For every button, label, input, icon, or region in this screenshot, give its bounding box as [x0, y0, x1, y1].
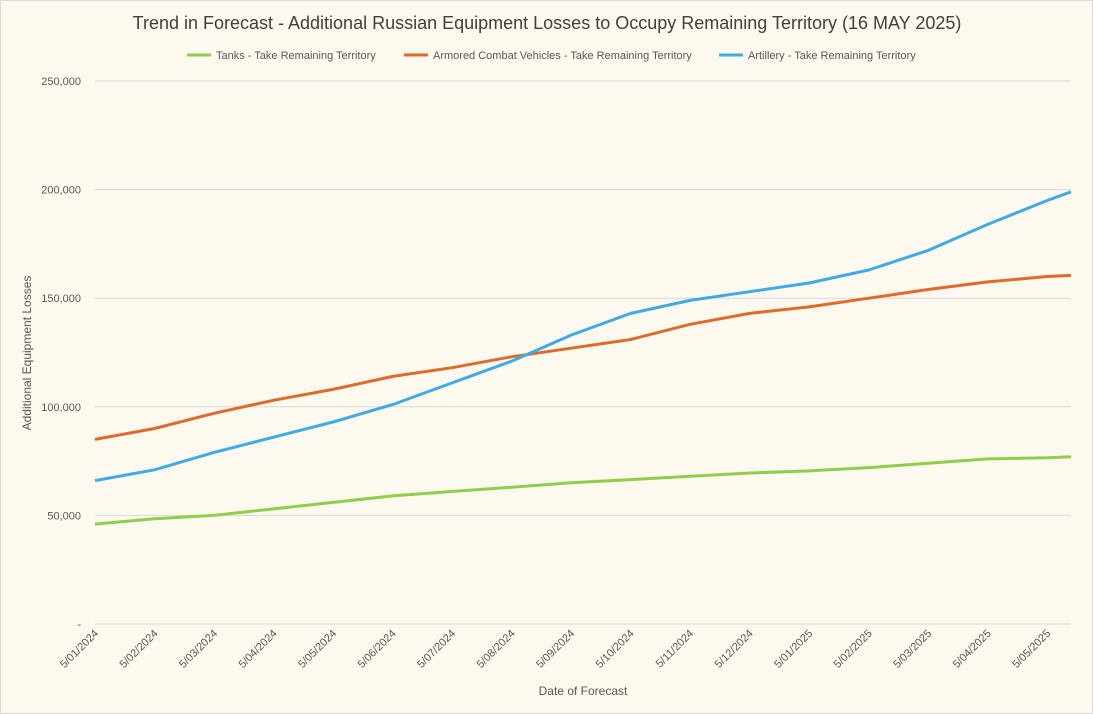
- y-tick-label: 250,000: [41, 76, 81, 88]
- series-line: [94, 273, 1072, 441]
- legend-label: Armored Combat Vehicles - Take Remaining…: [433, 50, 692, 62]
- y-tick-label: -: [77, 619, 81, 631]
- legend-label: Tanks - Take Remaining Territory: [216, 50, 376, 62]
- x-axis-title: Date of Forecast: [539, 684, 628, 698]
- x-tick-label: 5/11/2024: [654, 628, 697, 671]
- x-tick-label: 5/06/2024: [356, 628, 399, 671]
- y-tick-label: 50,000: [47, 510, 81, 522]
- y-tick-label: 100,000: [41, 402, 81, 414]
- legend-label: Artillery - Take Remaining Territory: [748, 50, 916, 62]
- x-tick-label: 5/04/2025: [951, 628, 994, 671]
- series-line: [94, 190, 1072, 483]
- gridlines: [95, 80, 1071, 625]
- x-tick-label: 5/09/2024: [534, 628, 577, 671]
- y-tick-label: 150,000: [41, 293, 81, 305]
- x-tick-label: 5/03/2024: [177, 628, 220, 671]
- x-tick-label: 5/05/2025: [1010, 628, 1053, 671]
- x-tick-label: 5/01/2025: [772, 628, 815, 671]
- y-axis-ticks: - 50,000 100,000 150,000 200,000 250,000: [41, 76, 81, 631]
- series-line: [94, 455, 1072, 526]
- x-tick-label: 5/03/2025: [891, 628, 934, 671]
- y-tick-label: 200,000: [41, 185, 81, 197]
- x-tick-label: 5/07/2024: [415, 628, 458, 671]
- x-tick-label: 5/08/2024: [475, 628, 518, 671]
- chart-title: Trend in Forecast - Additional Russian E…: [133, 13, 962, 33]
- x-tick-label: 5/04/2024: [237, 628, 280, 671]
- y-axis-title: Additional Equipment Losses: [20, 276, 34, 431]
- x-tick-label: 5/02/2024: [118, 628, 161, 671]
- x-tick-label: 5/10/2024: [594, 628, 637, 671]
- x-tick-label: 5/12/2024: [713, 628, 756, 671]
- series-lines: [94, 190, 1072, 526]
- x-axis-ticks: 5/01/2024 5/02/2024 5/03/2024 5/04/2024 5/05…: [58, 628, 1053, 671]
- x-tick-label: 5/05/2024: [296, 628, 339, 671]
- legend: Tanks - Take Remaining Territory Armored …: [187, 50, 916, 62]
- x-tick-label: 5/02/2025: [832, 628, 875, 671]
- x-tick-label: 5/01/2024: [58, 628, 101, 671]
